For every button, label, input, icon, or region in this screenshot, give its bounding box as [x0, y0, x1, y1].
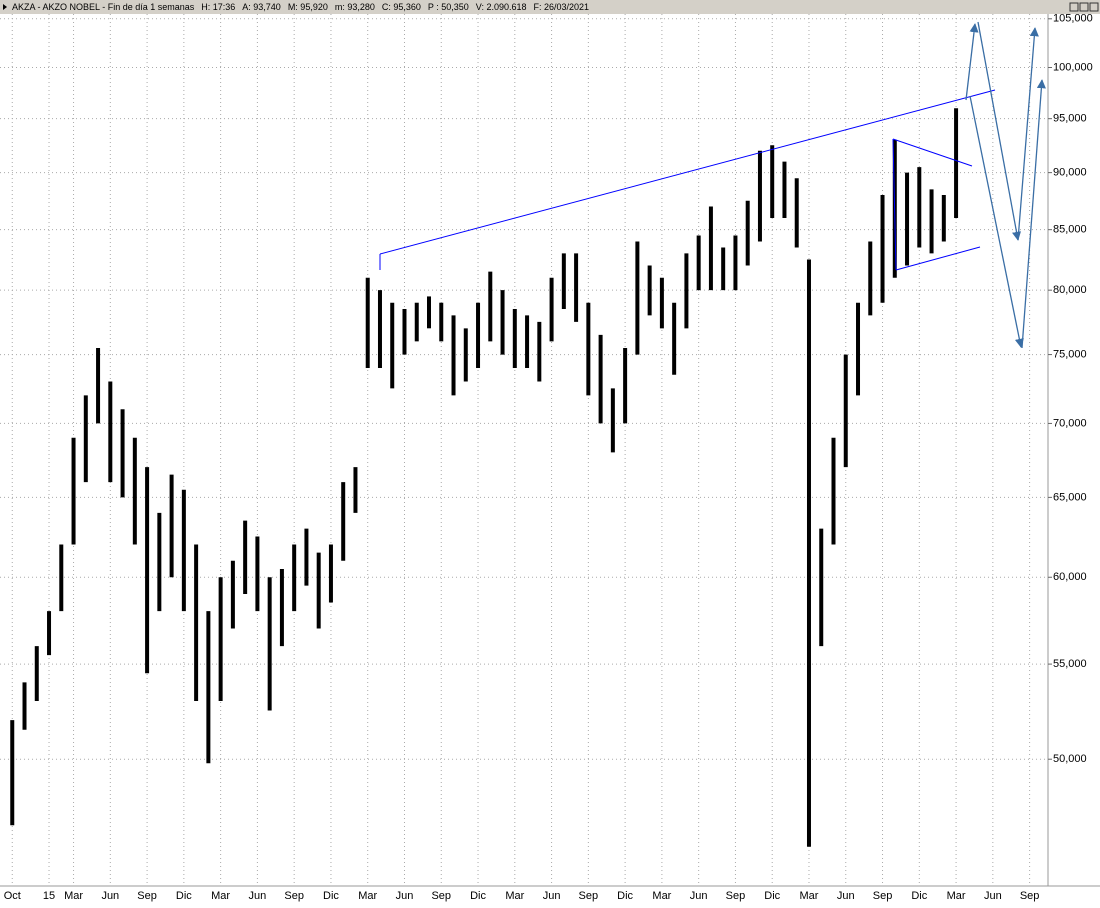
x-tick-label: Mar [947, 890, 966, 902]
x-tick-label: Mar [64, 890, 83, 902]
x-tick-label: Dic [911, 890, 927, 902]
x-tick-label: Dic [176, 890, 192, 902]
header-bar [0, 0, 1100, 14]
header-field: F: 26/03/2021 [534, 2, 590, 12]
x-tick-label: Mar [358, 890, 377, 902]
header-field: M: 95,920 [288, 2, 328, 12]
y-tick-label: 80,000 [1053, 284, 1087, 296]
header-field: AKZA - AKZO NOBEL - Fin de día 1 semanas [12, 2, 195, 12]
x-tick-label: Jun [249, 890, 267, 902]
price-bars [10, 108, 959, 847]
trend-line [892, 138, 897, 271]
trend-line [895, 246, 981, 271]
x-tick-label: Sep [284, 890, 304, 902]
x-tick-label: Mar [505, 890, 524, 902]
y-tick-label: 60,000 [1053, 571, 1087, 583]
x-tick-label: Oct [4, 890, 21, 902]
close-button[interactable] [1089, 2, 1099, 12]
y-tick-label: 75,000 [1053, 348, 1087, 360]
header-field: V: 2.090.618 [476, 2, 527, 12]
x-tick-label: Dic [323, 890, 339, 902]
x-tick-label: Dic [617, 890, 633, 902]
x-tick-label: Jun [101, 890, 119, 902]
x-tick-label: Sep [579, 890, 599, 902]
header-field: C: 95,360 [382, 2, 421, 12]
y-tick-label: 95,000 [1053, 113, 1087, 125]
y-tick-label: 105,000 [1053, 13, 1093, 25]
x-tick-label: Dic [764, 890, 780, 902]
x-tick-label: Jun [396, 890, 414, 902]
maximize-button[interactable] [1079, 2, 1089, 12]
x-tick-label: Dic [470, 890, 486, 902]
arrow [1017, 27, 1039, 241]
arrow [977, 21, 1021, 241]
x-tick-label: Jun [837, 890, 855, 902]
header: AKZA - AKZO NOBEL - Fin de día 1 semanas… [3, 2, 589, 12]
x-tick-label: Jun [543, 890, 561, 902]
y-tick-label: 70,000 [1053, 417, 1087, 429]
y-tick-label: 65,000 [1053, 491, 1087, 503]
x-tick-label: Sep [726, 890, 746, 902]
grid [0, 14, 1048, 886]
y-tick-label: 85,000 [1053, 224, 1087, 236]
x-tick-label: Mar [652, 890, 671, 902]
axes: 50,000 55,000 60,000 65,000 70,000 75,000 80,0… [4, 13, 1093, 902]
x-tick-label: Sep [137, 890, 157, 902]
header-field: H: 17:36 [201, 2, 235, 12]
x-tick-label: Sep [1020, 890, 1040, 902]
minimize-button[interactable] [1069, 2, 1079, 12]
trend-lines [379, 89, 996, 271]
arrow [1021, 79, 1046, 349]
arrow [969, 95, 1024, 348]
x-tick-label: 15 [43, 890, 55, 902]
x-tick-label: Mar [211, 890, 230, 902]
projection-arrows [965, 21, 1046, 349]
window-buttons[interactable] [1069, 2, 1099, 12]
x-tick-label: Mar [800, 890, 819, 902]
y-tick-label: 50,000 [1053, 753, 1087, 765]
header-field: P : 50,350 [428, 2, 469, 12]
y-tick-label: 100,000 [1053, 61, 1093, 73]
trend-line [379, 89, 996, 255]
header-icon [3, 4, 7, 10]
y-tick-label: 90,000 [1053, 167, 1087, 179]
header-field: m: 93,280 [335, 2, 375, 12]
x-tick-label: Jun [690, 890, 708, 902]
x-tick-label: Jun [984, 890, 1002, 902]
y-tick-label: 55,000 [1053, 658, 1087, 670]
x-tick-label: Sep [431, 890, 451, 902]
header-field: A: 93,740 [242, 2, 281, 12]
arrow [965, 23, 979, 101]
x-tick-label: Sep [873, 890, 893, 902]
trend-line [892, 138, 973, 167]
